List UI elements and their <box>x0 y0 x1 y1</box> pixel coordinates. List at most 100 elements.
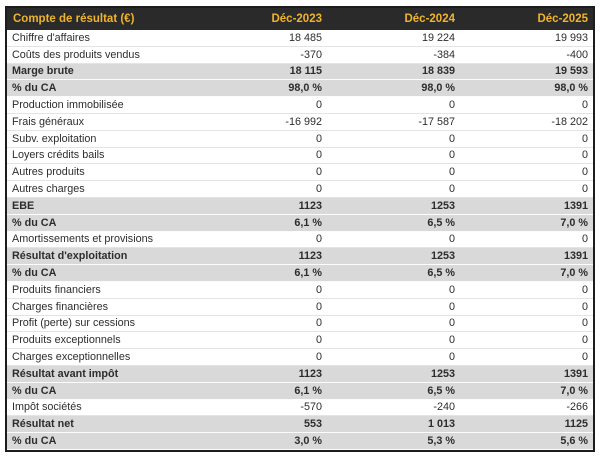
row-value: 0 <box>315 99 322 112</box>
row-value: 0 <box>448 233 455 246</box>
row-label: Amortissements et provisions <box>12 233 154 246</box>
row-value: 0 <box>448 166 455 179</box>
row-label: % du CA <box>12 267 57 280</box>
row-value: 3,0 % <box>294 435 322 448</box>
row-value: -570 <box>300 401 322 414</box>
row-value: 1391 <box>563 250 588 263</box>
row-label: Autres charges <box>12 183 85 196</box>
row-value: 1125 <box>564 418 588 431</box>
row-value: 7,0 % <box>560 216 588 229</box>
row-value: 0 <box>315 132 322 145</box>
row-value: 19 224 <box>421 31 455 44</box>
row-label: Loyers crédits bails <box>12 149 105 162</box>
column-header-dec-2025: Déc-2025 <box>537 13 588 25</box>
row-value: 0 <box>315 149 322 162</box>
row-label: Chiffre d'affaires <box>12 31 90 44</box>
row-value: 0 <box>448 283 455 296</box>
row-value: 0 <box>448 334 455 347</box>
row-label: Subv. exploitation <box>12 132 97 145</box>
row-value: 0 <box>581 132 588 145</box>
row-label: Frais généraux <box>12 115 85 128</box>
row-value: 1 013 <box>427 418 455 431</box>
row-value: 0 <box>581 99 588 112</box>
table-row: Autres charges 0 0 0 <box>7 181 593 198</box>
table-row: Résultat avant impôt 1123 1253 1391 <box>7 365 593 383</box>
table-row: Résultat net 553 1 013 1125 <box>7 416 593 434</box>
row-label: % du CA <box>12 82 57 95</box>
row-label: % du CA <box>12 384 57 397</box>
row-value: 0 <box>315 283 322 296</box>
row-label: Résultat net <box>12 418 74 431</box>
row-value: 0 <box>581 149 588 162</box>
row-value: 18 839 <box>421 65 455 78</box>
row-value: 98,0 % <box>421 82 455 95</box>
table-row: Charges financières 0 0 0 <box>7 298 593 316</box>
row-value: 0 <box>448 183 455 196</box>
row-value: 0 <box>581 300 588 313</box>
row-value: 98,0 % <box>554 82 588 95</box>
column-header-dec-2023: Déc-2023 <box>271 13 322 25</box>
row-value: 19 993 <box>554 31 588 44</box>
row-value: -384 <box>433 48 455 61</box>
row-value: 0 <box>448 317 455 330</box>
row-value: 98,0 % <box>288 82 322 95</box>
row-value: 1391 <box>563 199 588 212</box>
row-value: 6,5 % <box>427 384 455 397</box>
table-header-row: Compte de résultat (€) Déc-2023 Déc-2024… <box>7 8 593 30</box>
row-value: 6,1 % <box>294 384 322 397</box>
table-row: Amortissements et provisions 0 0 0 <box>7 231 593 249</box>
row-value: 6,5 % <box>427 216 455 229</box>
row-value: 0 <box>315 300 322 313</box>
row-label: Coûts des produits vendus <box>12 48 140 61</box>
row-value: -240 <box>433 401 455 414</box>
row-value: 0 <box>581 283 588 296</box>
table-body: Chiffre d'affaires 18 485 19 224 19 993 … <box>7 30 593 450</box>
row-label: Impôt sociétés <box>12 401 82 414</box>
table-row: EBE 1123 1253 1391 <box>7 197 593 215</box>
row-value: 6,1 % <box>294 267 322 280</box>
row-value: 0 <box>315 317 322 330</box>
row-label: % du CA <box>12 435 57 448</box>
row-label: Production immobilisée <box>12 99 124 112</box>
row-value: -18 202 <box>551 115 588 128</box>
row-value: 1253 <box>430 367 455 380</box>
table-row: Loyers crédits bails 0 0 0 <box>7 147 593 165</box>
table-title: Compte de résultat (€) <box>13 13 135 25</box>
row-value: 0 <box>581 166 588 179</box>
table-row: Charges exceptionnelles 0 0 0 <box>7 349 593 366</box>
row-value: 0 <box>581 183 588 196</box>
table-row: Profit (perte) sur cessions 0 0 0 <box>7 315 593 333</box>
row-value: 5,6 % <box>560 435 588 448</box>
table-row: % du CA 3,0 % 5,3 % 5,6 % <box>7 433 593 450</box>
row-value: 1253 <box>430 199 455 212</box>
table-row: Marge brute 18 115 18 839 19 593 <box>7 63 593 81</box>
row-value: -266 <box>566 401 588 414</box>
row-value: 6,5 % <box>427 267 455 280</box>
table-row: Autres produits 0 0 0 <box>7 164 593 182</box>
row-value: 1123 <box>298 367 322 380</box>
row-value: 1253 <box>430 250 455 263</box>
row-value: 1391 <box>563 367 588 380</box>
row-value: 0 <box>581 351 588 364</box>
row-value: -16 992 <box>285 115 322 128</box>
table-row: Produits financiers 0 0 0 <box>7 281 593 299</box>
table-row: % du CA 98,0 % 98,0 % 98,0 % <box>7 80 593 98</box>
row-value: 1123 <box>298 250 322 263</box>
table-row: % du CA 6,1 % 6,5 % 7,0 % <box>7 214 593 232</box>
row-value: 0 <box>581 317 588 330</box>
table-row: Résultat d'exploitation 1123 1253 1391 <box>7 248 593 266</box>
table-row: Impôt sociétés -570 -240 -266 <box>7 399 593 417</box>
row-label: Résultat avant impôt <box>12 367 119 380</box>
row-label: % du CA <box>12 216 57 229</box>
table-row: % du CA 6,1 % 6,5 % 7,0 % <box>7 382 593 400</box>
row-value: 0 <box>315 166 322 179</box>
row-value: 6,1 % <box>294 216 322 229</box>
row-label: Produits exceptionnels <box>12 334 121 347</box>
table-row: Chiffre d'affaires 18 485 19 224 19 993 <box>7 30 593 47</box>
row-label: Produits financiers <box>12 283 101 296</box>
row-value: -17 587 <box>418 115 455 128</box>
row-value: 0 <box>315 334 322 347</box>
row-value: 0 <box>315 351 322 364</box>
row-value: 18 115 <box>289 65 322 78</box>
row-value: 0 <box>315 183 322 196</box>
